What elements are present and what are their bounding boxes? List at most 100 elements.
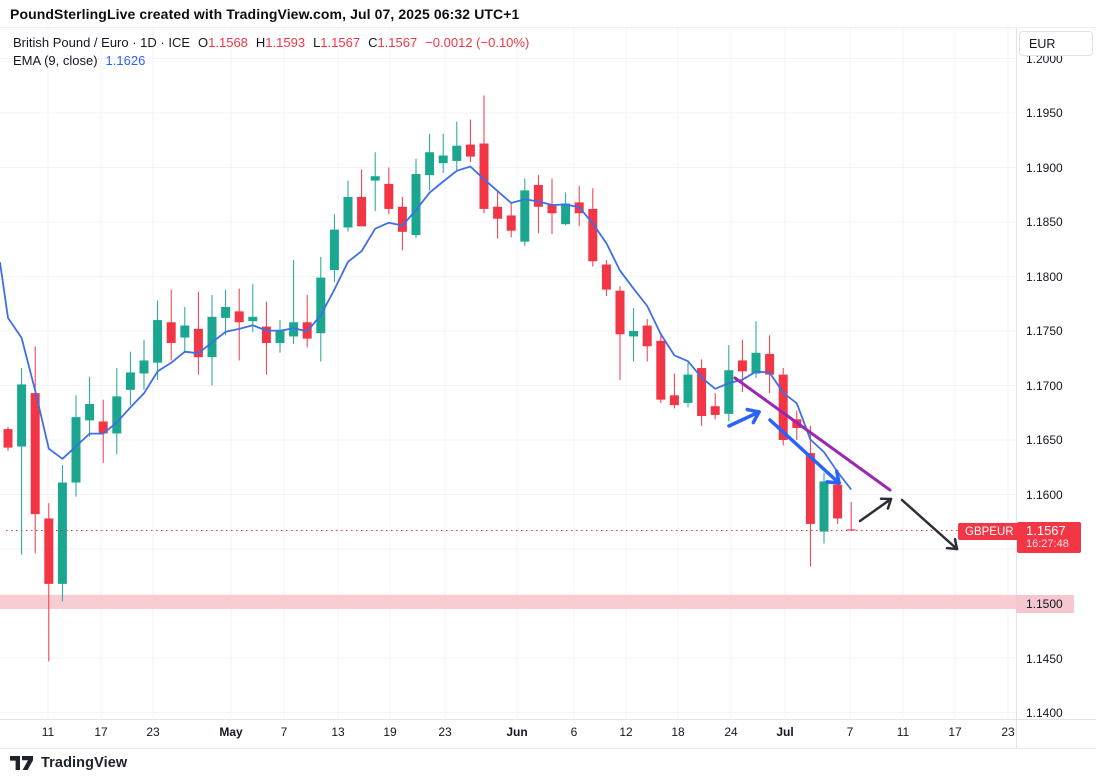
candle-body — [17, 384, 27, 447]
candle-body — [289, 322, 299, 337]
candle-body — [846, 529, 856, 531]
candle-body — [629, 331, 639, 337]
legend-ema-label[interactable]: EMA (9, close) — [13, 53, 98, 68]
price-scale-label: 1.1600 — [1026, 487, 1063, 502]
candle-body — [493, 206, 503, 219]
header-divider — [0, 27, 1096, 28]
candle-body — [697, 368, 707, 417]
candle-body — [452, 145, 462, 161]
time-scale-label: 23 — [438, 725, 452, 739]
candle-body — [166, 322, 176, 343]
candle-body — [561, 203, 571, 225]
candle-body — [778, 374, 788, 440]
candle-body — [533, 184, 543, 207]
annotations — [727, 376, 959, 551]
candle-body — [765, 353, 775, 375]
candle-body — [370, 176, 380, 181]
time-scale-label: 23 — [146, 725, 160, 739]
candle-body — [819, 481, 829, 532]
black-arrow-1 — [858, 497, 893, 523]
price-scale-border — [1016, 28, 1017, 749]
candle-body — [642, 325, 652, 347]
pane-bottom-border — [0, 719, 1096, 720]
legend-high: H1.1593 — [255, 35, 306, 50]
tradingview-logo-icon — [10, 756, 33, 770]
currency-toggle-button[interactable]: EUR — [1019, 31, 1093, 56]
price-scale-label: 1.1850 — [1026, 215, 1063, 229]
candle-body — [44, 518, 54, 584]
candle-body — [139, 360, 149, 374]
time-scale-label: 17 — [94, 725, 108, 739]
chart-pane — [0, 28, 1016, 720]
price-scale-label: 1.1900 — [1026, 160, 1063, 175]
last-price-value: 1.1567 — [1026, 523, 1066, 538]
candle-body — [438, 155, 448, 164]
legend-symbol[interactable]: British Pound / Euro · 1D · ICE — [13, 35, 191, 50]
price-scale-label: 1.1800 — [1026, 269, 1063, 284]
time-scale-label: 7 — [846, 725, 854, 739]
chart-legend[interactable]: British Pound / Euro · 1D · ICE O1.1568 H1… — [13, 35, 529, 69]
time-scale[interactable]: 11 17 23 May 7 13 19 23 Jun 6 12 18 24 Jul 7 11 17 23 — [0, 719, 1096, 749]
time-scale-label: 12 — [619, 725, 633, 739]
candle-body — [737, 360, 747, 372]
candle-body — [207, 316, 217, 358]
blue-arrow-1 — [727, 407, 761, 428]
trendline — [733, 376, 892, 492]
candle-body — [833, 484, 843, 519]
candle-body — [751, 352, 761, 374]
price-scale-label: 1.1450 — [1026, 651, 1063, 666]
bar-countdown: 16:27:48 — [1026, 538, 1069, 550]
price-scale-label: 1.1950 — [1026, 106, 1063, 120]
tradingview-logo-text: TradingView — [41, 755, 128, 771]
candle-body — [615, 290, 625, 335]
legend-ema-value: 1.1626 — [105, 53, 146, 68]
candle-body — [30, 393, 40, 515]
candle-body — [316, 277, 326, 334]
price-scale-label: 1.1650 — [1026, 433, 1063, 447]
candle-body — [357, 196, 367, 227]
candle-body — [112, 396, 122, 434]
time-scale-label: 24 — [724, 725, 738, 739]
candle-body — [57, 482, 67, 584]
candle-body — [71, 417, 81, 483]
candle-body — [275, 331, 285, 343]
legend-open: O1.1568 — [198, 35, 248, 50]
currency-label: EUR — [1029, 36, 1056, 51]
candle-body — [343, 196, 353, 228]
time-scale-label: 11 — [41, 725, 55, 739]
time-scale-label: Jun — [506, 725, 528, 739]
candle-body — [248, 316, 258, 322]
candle-body — [724, 370, 734, 414]
time-scale-label: 6 — [570, 725, 578, 739]
candle-body — [547, 204, 557, 214]
candle-body — [98, 421, 108, 434]
time-scale-label: 11 — [896, 725, 910, 739]
grid — [0, 28, 1016, 720]
candle-body — [180, 325, 190, 338]
candle-body — [397, 206, 407, 232]
tradingview-logo[interactable]: TradingView — [10, 755, 127, 771]
legend-close: C1.1567 — [368, 35, 418, 50]
candle-body — [520, 190, 530, 242]
candle-body — [479, 143, 489, 209]
page-title: PoundSterlingLive created with TradingVi… — [10, 6, 520, 22]
candles — [3, 95, 856, 662]
candle-body — [85, 404, 95, 421]
candle-body — [669, 395, 679, 406]
legend-low: L1.1567 — [313, 35, 361, 50]
candle-body — [683, 374, 693, 403]
candle-body — [125, 372, 135, 390]
time-scale-label: Jul — [776, 725, 794, 739]
legend-change: −0.0012 (−0.10%) — [425, 35, 530, 50]
candle-body — [710, 406, 720, 415]
candle-body — [3, 429, 13, 448]
support-band — [0, 594, 1016, 609]
time-scale-label: 17 — [948, 725, 962, 739]
candle-body — [329, 229, 339, 270]
time-scale-label: 13 — [331, 725, 345, 739]
candle-body — [153, 320, 163, 363]
time-scale-label: 18 — [671, 725, 685, 739]
price-scale-label: 1.1700 — [1026, 378, 1063, 393]
